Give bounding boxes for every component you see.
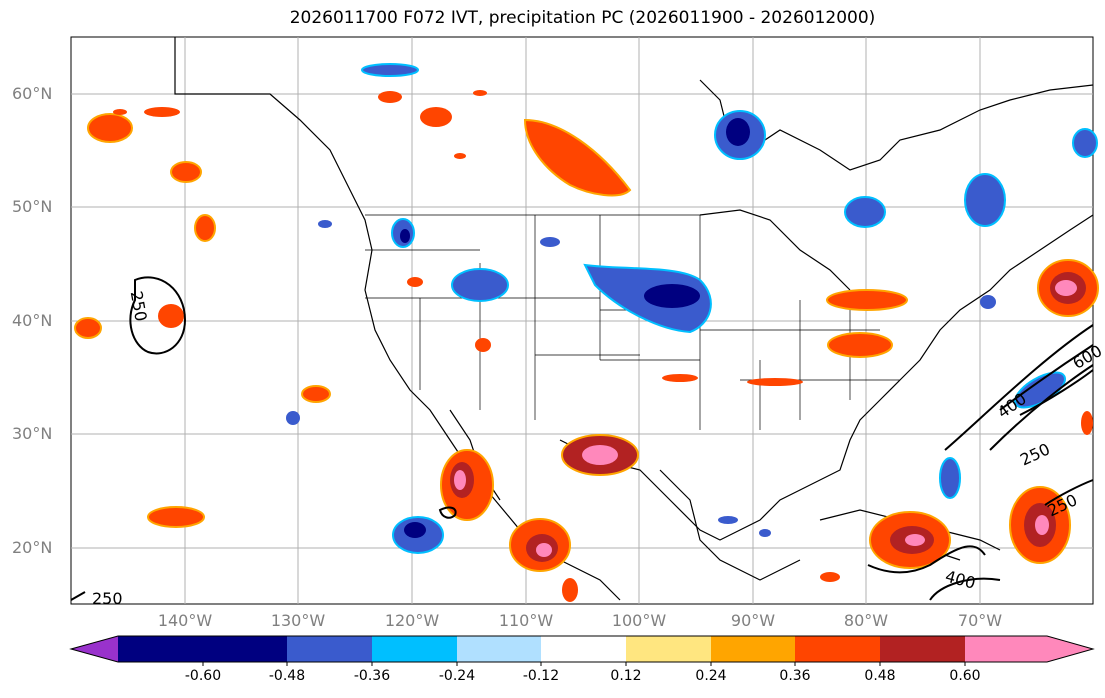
colorbar-tick-label: -0.48 <box>268 668 306 684</box>
colorbar-segment <box>203 636 287 662</box>
colorbar-segment <box>626 636 711 662</box>
colorbar-tick-label: -0.36 <box>353 668 391 684</box>
lon-label-140w: 140°W <box>157 611 213 630</box>
colorbar-tick-label: 0.24 <box>695 668 727 684</box>
colorbar-segment <box>711 636 795 662</box>
colorbar-tick-label: 0.12 <box>610 668 642 684</box>
ivt-contours <box>70 276 1094 601</box>
colorbar-segment <box>372 636 457 662</box>
lon-label-130w: 130°W <box>270 611 326 630</box>
ivt-label: 250 <box>92 589 123 608</box>
lat-label-40n: 40°N <box>12 311 53 330</box>
map-title: 2026011700 F072 IVT, precipitation PC (2… <box>289 8 876 28</box>
colorbar-tick-label: -0.24 <box>438 668 476 684</box>
map-panel <box>70 36 1094 605</box>
lon-label-90w: 90°W <box>730 611 776 630</box>
lon-label-100w: 100°W <box>611 611 667 630</box>
colorbar-segment <box>541 636 626 662</box>
colorbar-segment <box>1047 636 1093 662</box>
lon-label-120w: 120°W <box>384 611 440 630</box>
colorbar-tick-label: -0.12 <box>522 668 560 684</box>
colorbar-segment <box>795 636 880 662</box>
colorbar-segment <box>287 636 372 662</box>
lat-label-30n: 30°N <box>12 424 53 443</box>
colorbar-tick-label: 0.36 <box>779 668 811 684</box>
lon-gridlines <box>184 37 981 604</box>
colorbar-segment <box>880 636 965 662</box>
negative-precip-shading <box>286 63 1098 554</box>
colorbar-segment <box>118 636 203 662</box>
lon-label-80w: 80°W <box>843 611 889 630</box>
colorbar-segment <box>965 636 1047 662</box>
colorbar-segment <box>71 636 118 662</box>
lon-label-70w: 70°W <box>957 611 1003 630</box>
colorbar-tick-label: -0.60 <box>184 668 222 684</box>
lon-label-110w: 110°W <box>498 611 554 630</box>
lat-label-50n: 50°N <box>12 197 53 216</box>
colorbar <box>69 635 1095 666</box>
lat-label-60n: 60°N <box>12 84 53 103</box>
positive-precip-shading <box>74 90 1099 602</box>
lat-label-20n: 20°N <box>12 538 53 557</box>
colorbar-tick-label: 0.48 <box>864 668 896 684</box>
colorbar-tick-label: 0.60 <box>949 668 981 684</box>
colorbar-segment <box>457 636 541 662</box>
